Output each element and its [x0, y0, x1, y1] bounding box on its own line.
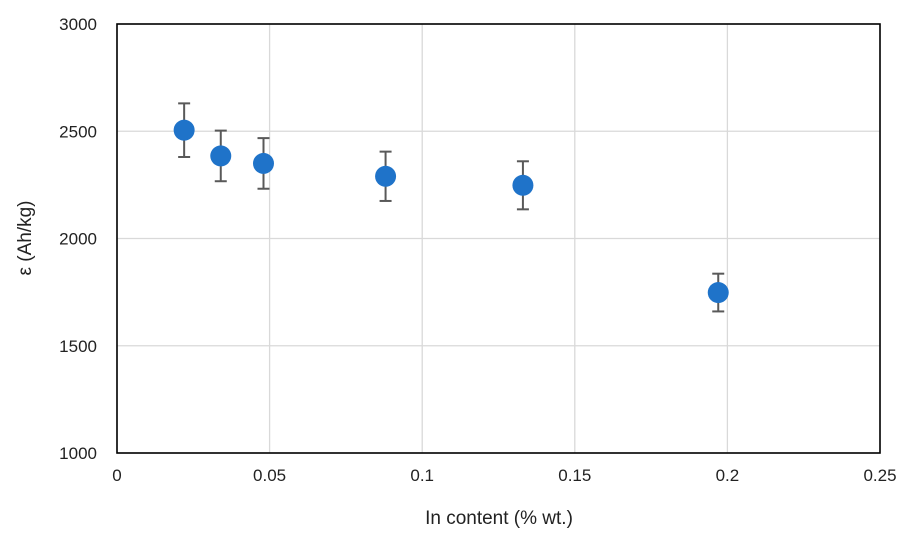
data-point [252, 152, 274, 174]
data-point [210, 145, 232, 167]
x-axis-tick-labels: 0 0.05 0.1 0.15 0.2 0.25 [112, 466, 896, 485]
y-tick-label: 2000 [59, 230, 97, 249]
error-bars [178, 102, 725, 313]
y-tick-label: 1500 [59, 337, 97, 356]
gridlines [116, 23, 881, 454]
data-point [375, 165, 397, 187]
data-points [173, 119, 729, 304]
x-tick-label: 0 [112, 466, 121, 485]
y-axis-tick-labels: 1000 1500 2000 2500 3000 [59, 15, 97, 463]
x-tick-label: 0.2 [716, 466, 740, 485]
x-tick-label: 0.1 [410, 466, 434, 485]
y-axis-title: ε (Ah/kg) [15, 201, 36, 276]
x-tick-label: 0.05 [253, 466, 286, 485]
y-tick-label: 1000 [59, 444, 97, 463]
plot-area-border [116, 23, 881, 454]
x-axis-title: In content (% wt.) [425, 508, 573, 529]
data-point [173, 119, 195, 141]
y-tick-label: 2500 [59, 122, 97, 141]
data-point [512, 174, 534, 196]
data-point [707, 282, 729, 304]
x-tick-label: 0.15 [558, 466, 591, 485]
y-tick-label: 3000 [59, 15, 97, 34]
x-tick-label: 0.25 [863, 466, 896, 485]
